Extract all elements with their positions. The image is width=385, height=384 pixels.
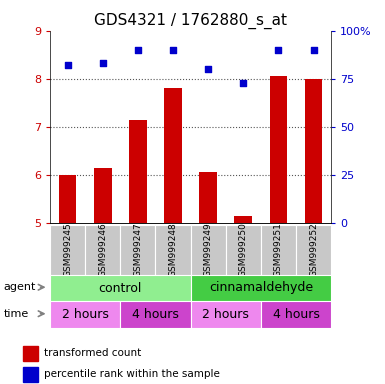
Text: 4 hours: 4 hours [132,308,179,321]
Text: GSM999248: GSM999248 [169,222,177,277]
Text: control: control [99,281,142,295]
Bar [305,79,322,223]
Bar [23,367,38,382]
Bar [199,172,217,223]
Text: GSM999249: GSM999249 [204,222,213,277]
Point [100,60,106,66]
Point [170,47,176,53]
Bar [261,225,296,275]
Point [275,47,281,53]
Title: GDS4321 / 1762880_s_at: GDS4321 / 1762880_s_at [94,13,287,29]
Text: cinnamaldehyde: cinnamaldehyde [209,281,313,295]
Bar [296,225,331,275]
Bar [129,119,147,223]
Text: 4 hours: 4 hours [273,308,320,321]
Point [205,66,211,72]
Bar [164,88,182,223]
Point [135,47,141,53]
Point [310,47,316,53]
Text: GSM999250: GSM999250 [239,222,248,277]
Bar [50,275,191,301]
Bar [59,175,76,223]
Bar [50,301,121,328]
Bar [191,301,261,328]
Text: transformed count: transformed count [44,348,141,358]
Bar [23,346,38,361]
Text: GSM999246: GSM999246 [98,222,107,277]
Bar [121,225,156,275]
Text: 2 hours: 2 hours [202,308,249,321]
Bar [191,275,331,301]
Bar [191,225,226,275]
Text: percentile rank within the sample: percentile rank within the sample [44,369,219,379]
Bar [94,167,112,223]
Text: GSM999247: GSM999247 [133,222,142,277]
Text: GSM999245: GSM999245 [63,222,72,277]
Bar [85,225,120,275]
Bar [270,76,287,223]
Bar [50,225,85,275]
Text: agent: agent [4,282,36,292]
Text: time: time [4,309,29,319]
Point [240,79,246,86]
Point [65,62,71,68]
Text: GSM999251: GSM999251 [274,222,283,277]
Bar [156,225,191,275]
Bar [261,301,331,328]
Text: 2 hours: 2 hours [62,308,109,321]
Bar [234,215,252,223]
Bar [226,225,261,275]
Bar [121,301,191,328]
Text: GSM999252: GSM999252 [309,222,318,277]
